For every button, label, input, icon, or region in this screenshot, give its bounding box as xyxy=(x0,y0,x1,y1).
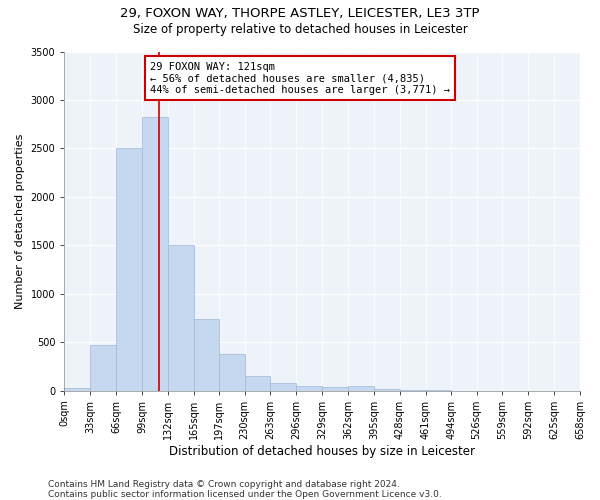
Bar xyxy=(64,388,90,390)
Text: Contains HM Land Registry data © Crown copyright and database right 2024.: Contains HM Land Registry data © Crown c… xyxy=(48,480,400,489)
Bar xyxy=(219,354,245,391)
Text: 29, FOXON WAY, THORPE ASTLEY, LEICESTER, LE3 3TP: 29, FOXON WAY, THORPE ASTLEY, LEICESTER,… xyxy=(120,8,480,20)
Bar xyxy=(168,245,194,390)
Text: Contains public sector information licensed under the Open Government Licence v3: Contains public sector information licen… xyxy=(48,490,442,499)
Bar xyxy=(374,388,400,390)
Y-axis label: Number of detached properties: Number of detached properties xyxy=(15,134,25,308)
Text: Size of property relative to detached houses in Leicester: Size of property relative to detached ho… xyxy=(133,22,467,36)
X-axis label: Distribution of detached houses by size in Leicester: Distribution of detached houses by size … xyxy=(169,444,475,458)
Bar xyxy=(245,376,271,390)
Bar xyxy=(194,319,219,390)
Bar xyxy=(116,148,142,390)
Bar xyxy=(322,386,348,390)
Text: 29 FOXON WAY: 121sqm
← 56% of detached houses are smaller (4,835)
44% of semi-de: 29 FOXON WAY: 121sqm ← 56% of detached h… xyxy=(150,62,450,95)
Bar xyxy=(296,386,322,390)
Bar xyxy=(348,386,374,390)
Bar xyxy=(142,118,168,390)
Bar xyxy=(271,384,296,390)
Bar xyxy=(90,345,116,391)
